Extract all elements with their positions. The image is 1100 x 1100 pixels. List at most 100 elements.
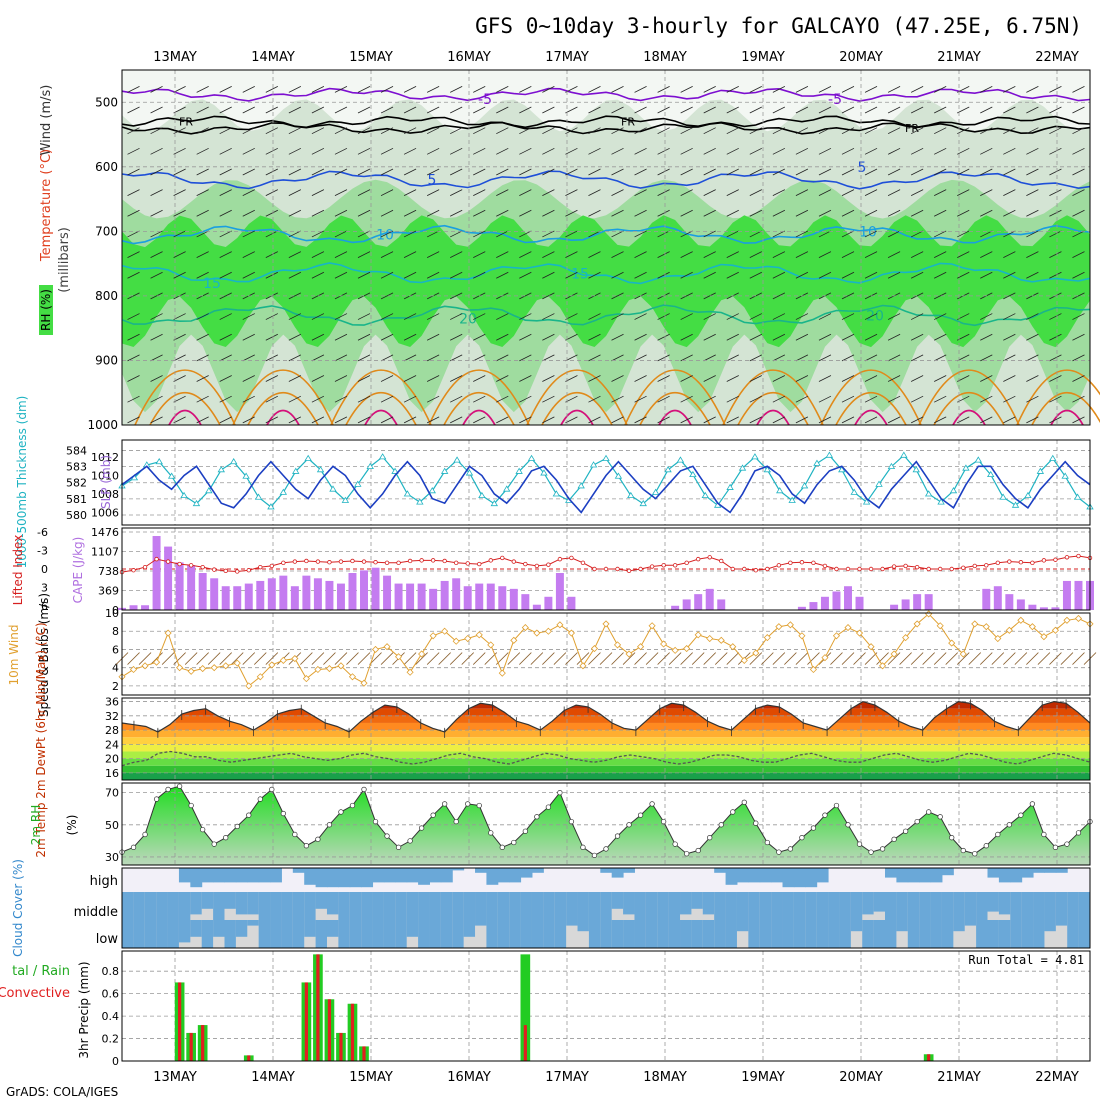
cape-bar: [325, 580, 334, 610]
wind-barb: [772, 251, 786, 258]
wind-barb: [841, 271, 855, 279]
isotherm-line: [428, 369, 530, 426]
wind-barb: [357, 230, 371, 238]
wind-barb: [864, 86, 878, 93]
rh-point: [730, 809, 736, 815]
cloud-gap: [566, 920, 579, 948]
wind-barb: [980, 333, 993, 341]
wind-barb: [127, 147, 140, 155]
cloud-middle-bar: [144, 892, 157, 920]
cloud-low-bar: [941, 920, 954, 948]
lifted-index-point: [246, 568, 251, 573]
wind-barb: [795, 354, 809, 362]
wind-barb: [772, 271, 786, 279]
wind-barb: [519, 209, 532, 217]
wind-speed-point: [648, 622, 656, 630]
cloud-high-bar: [429, 868, 442, 883]
rh-point: [1018, 812, 1024, 818]
wind-barb: [818, 147, 832, 155]
wind-barb: [496, 147, 509, 155]
cape-bar: [797, 606, 806, 610]
pressure-tick-label: 500: [95, 95, 118, 109]
cloud-gap: [736, 920, 749, 948]
surface-wind-barb: [403, 652, 417, 665]
wind-barb: [542, 313, 555, 320]
wind-barb: [542, 209, 555, 217]
lifted-index-point: [742, 566, 747, 572]
wind-barb: [426, 168, 440, 176]
wind-barb: [980, 251, 993, 258]
wind-barb: [910, 209, 924, 217]
wind-barb: [288, 354, 302, 362]
wind-barb: [634, 147, 647, 155]
wind-barb: [611, 86, 624, 93]
thickness-point: [354, 480, 362, 487]
thickness-point: [862, 498, 871, 505]
surface-wind-barb: [334, 652, 348, 665]
cloud-low-bar: [292, 920, 305, 948]
thickness-point: [503, 485, 511, 492]
wind-speed-point: [1063, 616, 1071, 624]
cape-bar: [440, 580, 449, 610]
wind-barb: [403, 127, 417, 135]
wind-barb: [496, 127, 509, 135]
wind-barb: [841, 209, 855, 217]
cloud-middle-bar: [566, 892, 579, 920]
cape-bar: [924, 594, 933, 610]
wind-barb: [357, 416, 371, 424]
wind-barb: [219, 86, 232, 93]
wind-barb: [265, 354, 278, 362]
wind-barb: [1003, 292, 1016, 300]
wind-barb: [311, 292, 325, 300]
wind-barb: [934, 395, 947, 403]
wind-barb: [565, 354, 578, 362]
wind-speed-point: [1040, 633, 1048, 641]
wind-barb: [1003, 230, 1016, 238]
wind-barb: [1026, 209, 1039, 217]
wind-barb: [565, 168, 578, 176]
cloud-middle-bar: [486, 892, 499, 920]
cloud-high-bar: [452, 868, 465, 871]
thickness-point: [490, 499, 499, 507]
lifted-index-point: [211, 567, 217, 572]
wind-barb: [634, 86, 647, 93]
lifted-index-point: [269, 563, 275, 569]
lifted-index-point: [649, 564, 655, 569]
wind-barb: [611, 395, 624, 403]
cloud-low-bar: [190, 920, 203, 937]
lifted-index-point: [338, 559, 344, 564]
wind-barb: [288, 230, 302, 238]
cloud-high-bar: [497, 868, 510, 883]
cloud-middle-bar: [429, 892, 442, 920]
rh-point: [660, 818, 667, 825]
wind-barb: [934, 86, 947, 93]
wind-barb: [496, 416, 509, 424]
wind-barb: [588, 395, 601, 403]
wind-barb: [634, 395, 647, 403]
slp-tick-label: 1010: [91, 470, 119, 483]
wind-barb: [772, 395, 786, 403]
rh-point: [868, 849, 874, 855]
wind-barb: [357, 147, 371, 155]
wind-barb: [173, 189, 186, 196]
cloud-high-bar: [793, 868, 806, 888]
isotherm-label: 15: [571, 266, 589, 282]
surface-wind-barb: [611, 652, 624, 665]
wind-barb: [864, 271, 878, 279]
cape-bar: [406, 583, 415, 610]
wind-barb: [542, 416, 555, 424]
surface-wind-barb: [714, 652, 728, 665]
wind-barb: [473, 147, 486, 155]
pressure-axis-label: (millibars): [57, 227, 72, 293]
wind-barb: [426, 251, 440, 258]
isotherm-line: [526, 369, 628, 426]
wind-barb: [980, 354, 993, 362]
wind-barb: [196, 106, 209, 114]
wind-barb: [910, 106, 924, 114]
cloud-middle-bar: [930, 892, 943, 920]
isotherm-label: -5: [828, 92, 842, 108]
wind-barb: [542, 354, 555, 362]
cloud-high-bar: [998, 868, 1011, 883]
lifted-index-point: [235, 569, 240, 574]
wind-barb: [634, 354, 647, 362]
